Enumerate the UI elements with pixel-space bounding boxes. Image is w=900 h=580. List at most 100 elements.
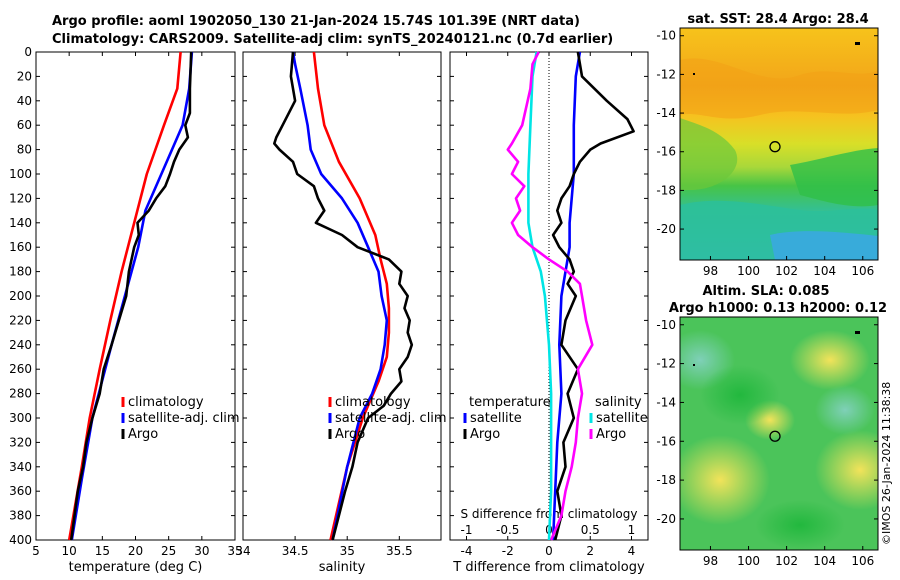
- sal-xtick-label: 34: [235, 544, 250, 558]
- diff-legend-label: satellite: [470, 411, 522, 426]
- depth-tick-label: 20: [17, 69, 32, 83]
- salinity-difference-tick-label: 1: [628, 523, 636, 537]
- depth-tick-label: 320: [9, 435, 32, 449]
- depth-tick-label: 400: [9, 533, 32, 547]
- map-ytick-label: -12: [656, 357, 676, 371]
- diff-series-salinity-satellite: [527, 51, 553, 541]
- temperature-panel: 0 20 40 60 80 100 120 140 160 180 200 220 240 260 280 3…: [9, 45, 243, 575]
- depth-tick-label: 100: [9, 167, 32, 181]
- sla-yellow-blob-3: [790, 330, 870, 390]
- temp-legend-label: climatology: [128, 395, 204, 410]
- depth-tick-label: 300: [9, 411, 32, 425]
- sla-map-title-line1: Altim. SLA: 0.085: [703, 284, 830, 299]
- diff-xlabel: T difference from climatology: [452, 560, 645, 575]
- figure-title-line2: Climatology: CARS2009. Satellite-adj cli…: [52, 32, 614, 47]
- depth-tick-label: 80: [17, 143, 32, 157]
- sla-map-frame: [679, 316, 879, 551]
- sal-axes-frame: [242, 51, 442, 541]
- temp-legend-label: satellite-adj. clim: [128, 411, 240, 426]
- sst-map-frame: [679, 27, 879, 261]
- map-xtick-label: 98: [703, 554, 718, 568]
- depth-tick-label: 200: [9, 289, 32, 303]
- depth-tick-label: 120: [9, 191, 32, 205]
- temp-xtick-label: 35: [227, 544, 242, 558]
- sla-land-dot: [855, 331, 860, 334]
- diff-legend-label: satellite: [596, 411, 648, 426]
- temp-series-satellite-adj-clim: [70, 51, 194, 541]
- depth-tick-label: 180: [9, 265, 32, 279]
- map-xtick-label: 104: [813, 554, 836, 568]
- diff-series-temperature-argo: [551, 51, 635, 541]
- map-ytick-label: -12: [656, 67, 676, 81]
- sst-warm-band: [680, 58, 878, 119]
- sal-series-climatology: [312, 51, 391, 541]
- sal-legend-label: climatology: [335, 395, 411, 410]
- sla-map-title-line2: Argo h1000: 0.13 h2000: 0.12: [669, 301, 887, 316]
- sla-argo-location-marker: [769, 430, 781, 442]
- sal-legend-label: satellite-adj. clim: [335, 411, 447, 426]
- sal-xtick-label: 35.5: [386, 544, 413, 558]
- map-ytick-label: -14: [656, 106, 676, 120]
- map-xtick-label: 104: [813, 264, 836, 278]
- figure-title-line1: Argo profile: aoml 1902050_130 21-Jan-20…: [52, 14, 580, 29]
- map-ytick-label: -20: [656, 512, 676, 526]
- depth-tick-label: 240: [9, 338, 32, 352]
- temp-xtick-label: 25: [161, 544, 176, 558]
- sla-green-blob-2: [755, 500, 845, 550]
- temp-axes-frame: [35, 51, 236, 541]
- temp-series-argo: [69, 51, 193, 541]
- temp-xtick-label: 15: [95, 544, 110, 558]
- map-ytick-label: -20: [656, 222, 676, 236]
- temp-xtick-label: 30: [194, 544, 209, 558]
- sla-yellow-blob-2: [815, 430, 878, 510]
- temp-legend-label: Argo: [128, 427, 158, 442]
- depth-tick-label: 360: [9, 484, 32, 498]
- salinity-difference-tick-label: -1: [461, 523, 473, 537]
- sal-legend-label: Argo: [335, 427, 365, 442]
- map-xtick-label: 102: [775, 264, 798, 278]
- diff-legend-label: Argo: [596, 427, 626, 442]
- diff-xtick-label: 2: [586, 544, 594, 558]
- sal-xtick-label: 34.5: [282, 544, 309, 558]
- sal-series-satellite-adj-clim: [291, 51, 389, 541]
- salinity-panel: 34 34.5 35 35.5 salinity climatologysatellite…: [235, 51, 447, 575]
- depth-tick-label: 40: [17, 94, 32, 108]
- sla-map: Altim. SLA: 0.085 Argo h1000: 0.13 h2000…: [656, 284, 887, 568]
- sst-land-dot: [855, 42, 860, 45]
- diff-xtick-label: -4: [461, 544, 473, 558]
- map-ytick-label: -16: [656, 145, 676, 159]
- sal-series-argo: [272, 51, 414, 541]
- sla-green-blob-1: [700, 365, 780, 425]
- diff-legend-temperature-heading: temperature: [469, 395, 551, 410]
- sst-argo-location-marker: [769, 141, 781, 153]
- map-xtick-label: 106: [851, 264, 874, 278]
- sal-xlabel: salinity: [319, 560, 366, 575]
- depth-tick-label: 260: [9, 362, 32, 376]
- temp-xtick-label: 10: [62, 544, 77, 558]
- map-ytick-label: -14: [656, 395, 676, 409]
- depth-tick-label: 160: [9, 240, 32, 254]
- sst-blue-patch: [770, 231, 878, 260]
- diff-legend-salinity-heading: salinity: [595, 395, 642, 410]
- sla-yellow-blob-1: [680, 435, 770, 525]
- map-xtick-label: 106: [851, 554, 874, 568]
- depth-tick-label: 0: [24, 45, 32, 59]
- map-ytick-label: -10: [656, 29, 676, 43]
- map-xtick-label: 98: [703, 264, 718, 278]
- sst-map-title: sat. SST: 28.4 Argo: 28.4: [687, 12, 868, 27]
- sst-island-dot: [693, 73, 695, 75]
- map-ytick-label: -16: [656, 434, 676, 448]
- depth-tick-label: 140: [9, 216, 32, 230]
- map-xtick-label: 100: [737, 554, 760, 568]
- temp-xtick-label: 20: [128, 544, 143, 558]
- salinity-difference-tick-label: 0.5: [581, 523, 600, 537]
- depth-tick-label: 280: [9, 387, 32, 401]
- salinity-difference-tick-label: -0.5: [496, 523, 519, 537]
- sal-xtick-label: 35: [340, 544, 355, 558]
- depth-tick-label: 340: [9, 460, 32, 474]
- temp-xlabel: temperature (deg C): [69, 560, 203, 575]
- temp-xtick-label: 5: [32, 544, 40, 558]
- map-ytick-label: -18: [656, 183, 676, 197]
- map-xtick-label: 100: [737, 264, 760, 278]
